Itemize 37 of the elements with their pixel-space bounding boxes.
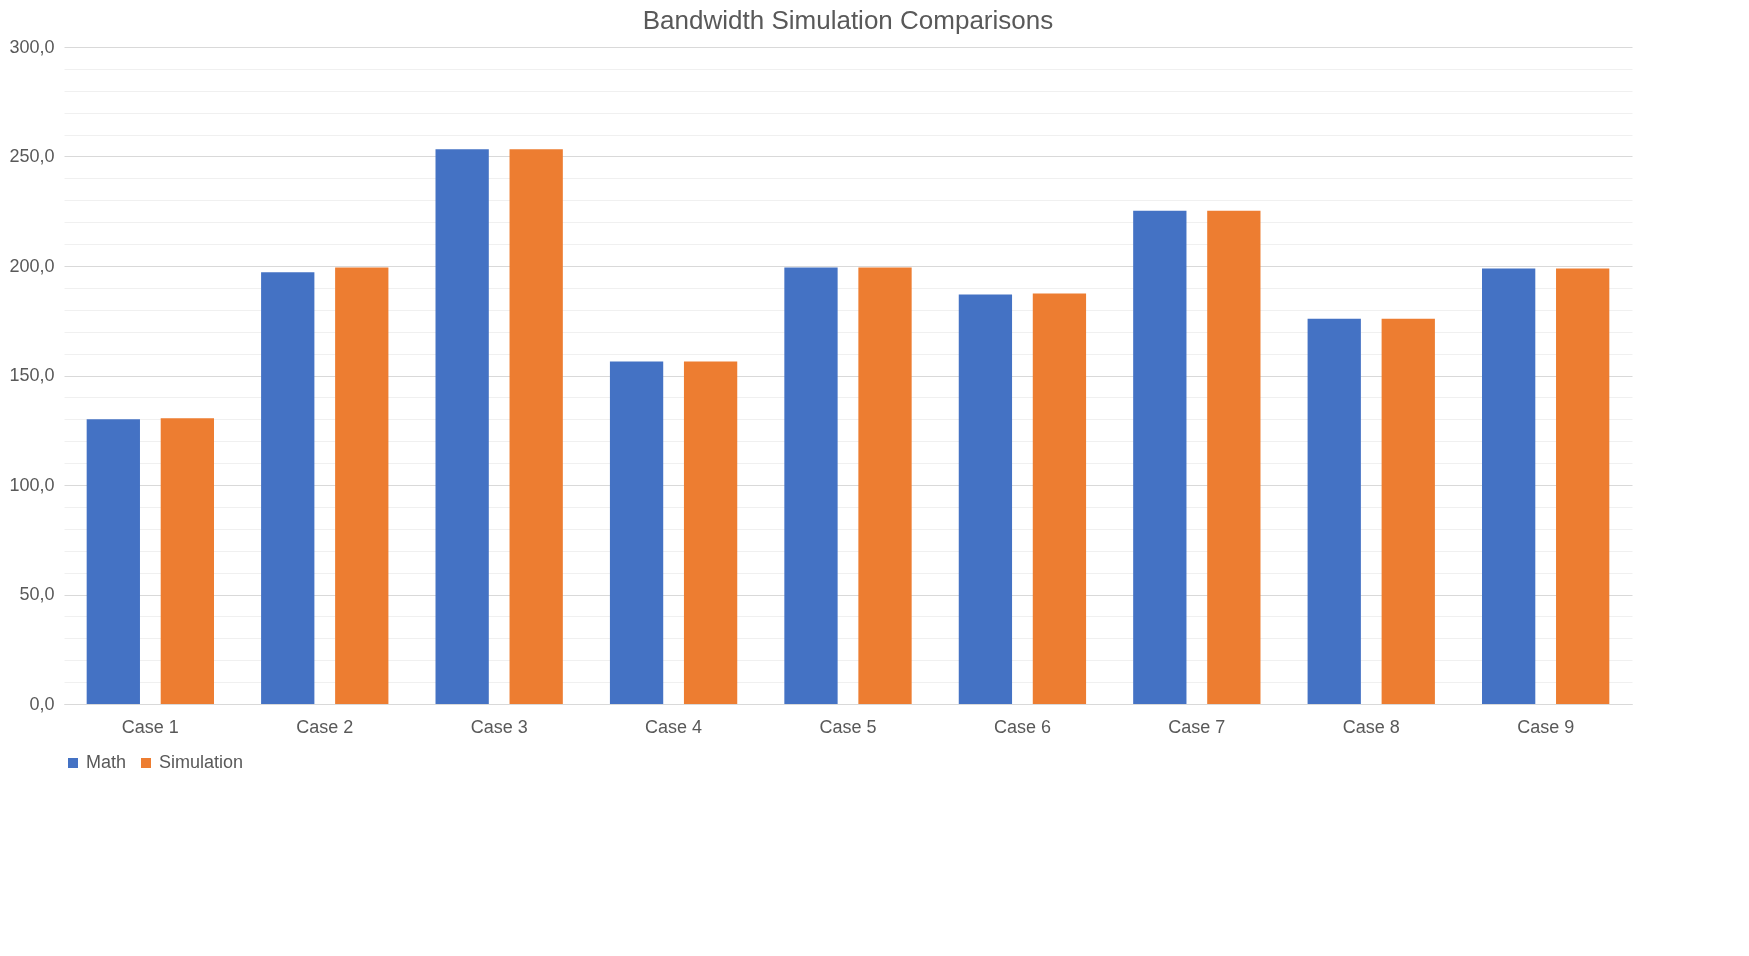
x-tick-label: Case 8 [1342,716,1400,737]
bar [509,149,563,704]
bar [1381,318,1435,704]
bar [1032,293,1087,704]
bar [683,361,738,704]
bar [858,267,912,704]
legend-label: Simulation [159,752,244,772]
y-tick-label: 300,0 [9,36,55,57]
y-tick-label: 0,0 [29,693,55,714]
bar [86,419,140,704]
bar [1307,318,1361,704]
x-tick-label: Case 4 [645,716,703,737]
bar [784,267,838,704]
x-tick-label: Case 5 [819,716,877,737]
bar [1133,210,1187,704]
bar [1482,268,1536,704]
bar [1207,210,1261,704]
bar [609,361,664,704]
bar [1556,268,1610,704]
x-tick-label: Case 7 [1168,716,1226,737]
y-tick-label: 100,0 [9,474,55,495]
x-tick-label: Case 2 [296,716,354,737]
bar [160,418,214,704]
bar [435,149,489,704]
y-tick-label: 50,0 [19,584,55,604]
y-tick-label: 150,0 [9,365,55,385]
x-tick-label: Case 9 [1517,716,1575,737]
bar [335,267,389,704]
x-tick-label: Case 6 [993,716,1051,737]
bar [958,294,1013,704]
x-tick-label: Case 1 [121,716,179,737]
y-tick-label: 250,0 [9,146,55,166]
x-tick-label: Case 3 [470,716,528,737]
chart-title: Bandwidth Simulation Comparisons [642,5,1054,35]
bar [261,272,315,704]
y-tick-label: 200,0 [9,255,55,276]
legend-label: Math [86,752,127,772]
